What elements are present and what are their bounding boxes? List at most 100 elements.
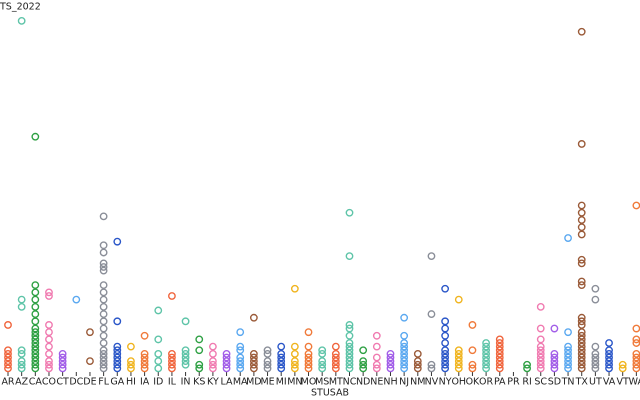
data-point — [550, 324, 559, 333]
data-point — [591, 353, 600, 362]
x-tick-label: FL — [98, 377, 109, 388]
data-point — [99, 295, 108, 304]
data-point — [99, 310, 108, 318]
data-point — [154, 349, 163, 358]
data-point — [222, 353, 231, 362]
data-point — [99, 288, 108, 297]
data-point — [577, 335, 586, 344]
data-point — [31, 295, 40, 304]
data-point — [550, 360, 559, 369]
data-point — [400, 353, 409, 362]
data-point — [45, 321, 53, 329]
data-point — [536, 342, 545, 351]
data-point — [31, 360, 40, 369]
x-tick-label: MA — [233, 377, 248, 388]
data-point — [359, 357, 368, 366]
x-tick-label: SD — [548, 377, 561, 388]
data-point — [277, 360, 286, 369]
x-tick-label: MD — [246, 377, 262, 388]
data-point — [632, 201, 640, 210]
data-point — [304, 360, 313, 369]
data-point — [577, 346, 586, 355]
data-point — [427, 364, 436, 373]
data-point — [345, 324, 354, 333]
data-point — [4, 349, 12, 358]
data-point — [17, 357, 26, 366]
data-point — [495, 342, 504, 351]
data-point — [345, 346, 354, 355]
data-point — [495, 339, 504, 347]
data-point — [386, 349, 395, 358]
x-tick-label: MO — [301, 377, 317, 388]
data-point — [45, 292, 53, 300]
data-point — [45, 357, 53, 366]
data-point — [550, 353, 559, 362]
data-point — [468, 364, 477, 373]
data-point — [277, 349, 286, 358]
data-point — [495, 353, 504, 362]
data-point — [222, 360, 231, 369]
data-point — [372, 342, 381, 351]
data-point — [4, 357, 12, 366]
data-point — [31, 335, 40, 344]
x-tick-label: MI — [276, 377, 287, 388]
data-point — [99, 364, 108, 373]
data-point — [536, 357, 545, 366]
data-point — [495, 335, 504, 344]
data-point — [99, 263, 108, 271]
data-point — [372, 353, 381, 362]
data-point — [99, 357, 108, 366]
data-point — [154, 357, 163, 366]
data-point — [386, 357, 395, 366]
data-point — [441, 360, 450, 369]
data-point — [181, 357, 190, 366]
data-point — [263, 360, 272, 369]
data-point — [468, 321, 477, 329]
data-point — [58, 360, 67, 369]
data-point — [154, 306, 163, 315]
data-point — [17, 302, 26, 311]
data-point — [564, 342, 572, 351]
data-point — [605, 357, 613, 366]
data-point — [195, 364, 204, 373]
data-point — [605, 346, 613, 355]
data-point — [359, 346, 368, 355]
data-point — [249, 360, 258, 369]
data-point — [45, 288, 53, 297]
data-point — [249, 353, 258, 362]
x-tick-label: NV — [425, 377, 439, 388]
data-point — [58, 357, 67, 366]
data-point — [249, 313, 258, 322]
data-point — [290, 364, 299, 373]
data-point — [168, 353, 176, 362]
x-tick-label: IA — [140, 377, 150, 388]
data-point — [58, 349, 67, 358]
x-tick-label: PR — [507, 377, 520, 388]
data-point — [577, 360, 586, 369]
data-point — [577, 216, 586, 224]
x-tick-label: NY — [439, 377, 452, 388]
data-point — [413, 364, 422, 373]
data-point — [31, 346, 40, 355]
data-point — [181, 317, 190, 326]
x-tick-label: RI — [522, 377, 531, 388]
x-tick-label: NE — [370, 377, 383, 388]
data-point — [372, 364, 381, 373]
data-point — [277, 353, 286, 362]
data-point — [113, 353, 122, 362]
data-point — [236, 364, 245, 373]
data-point — [263, 346, 272, 355]
data-point — [331, 342, 340, 351]
data-point — [99, 349, 108, 358]
data-point — [495, 346, 504, 355]
data-point — [345, 339, 354, 347]
data-point — [99, 266, 108, 275]
data-point — [577, 223, 586, 232]
data-point — [591, 295, 600, 304]
data-point — [304, 349, 313, 358]
data-point — [482, 364, 490, 373]
data-point — [31, 364, 40, 373]
data-point — [345, 357, 354, 366]
data-point — [290, 349, 299, 358]
data-point — [181, 353, 190, 362]
